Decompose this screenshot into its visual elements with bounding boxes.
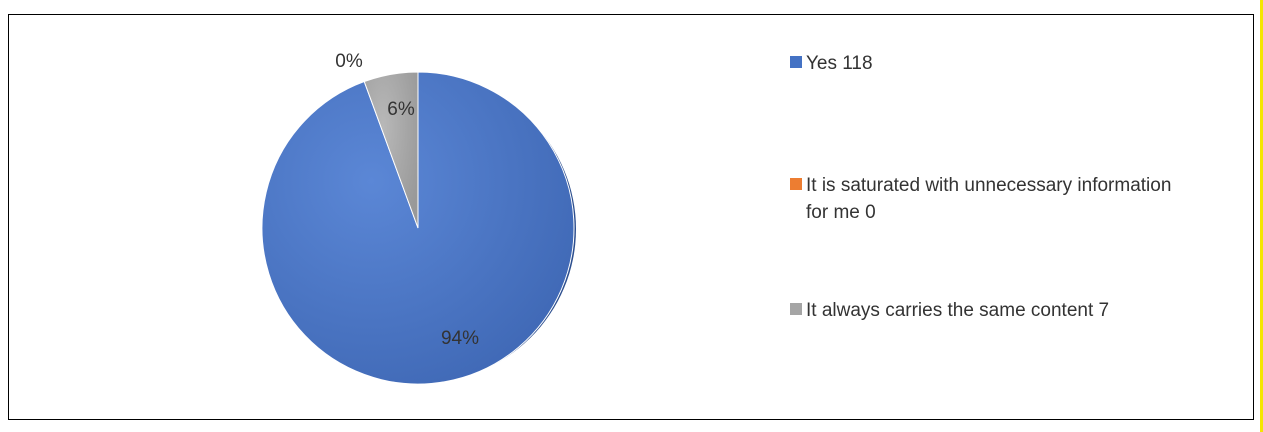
legend-swatch-same-content [790, 303, 802, 315]
legend-item-yes: Yes 118 [790, 50, 1186, 77]
legend-label-yes: Yes 118 [806, 53, 873, 74]
legend-item-saturated: It is saturated with unnecessary informa… [790, 172, 1186, 226]
pie-slice-it-always-carries-the-same-content [363, 71, 419, 229]
pie-data-label-it-always-carries-the-same-content: 6% [387, 99, 415, 120]
legend-label-same-content: It always carries the same content 7 [806, 300, 1110, 321]
legend-item-same-content: It always carries the same content 7 [790, 297, 1186, 324]
pie-data-label-it-is-saturated-with-unnecessary-information-for-me: 0% [335, 51, 363, 72]
legend-label-saturated: It is saturated with unnecessary informa… [806, 175, 1172, 223]
legend-swatch-yes [790, 56, 802, 68]
legend-swatch-saturated [790, 178, 802, 190]
page-edge-marker [1260, 0, 1263, 432]
pie-data-label-yes: 94% [441, 328, 479, 349]
chart-frame [8, 14, 1254, 420]
